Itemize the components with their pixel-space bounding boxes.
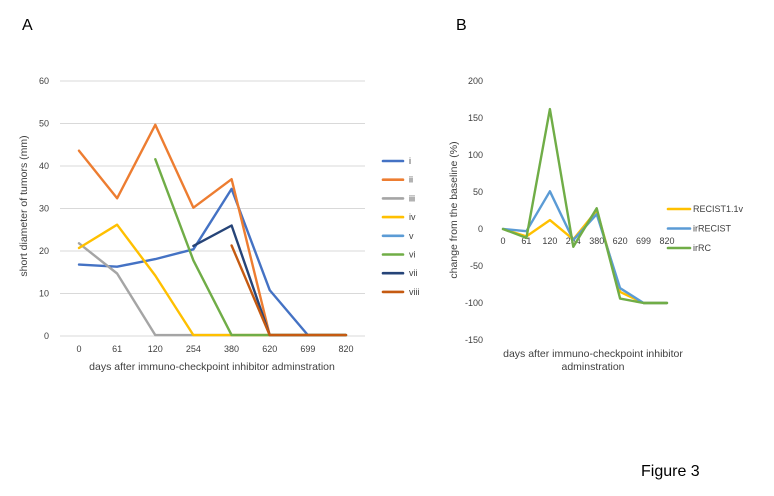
- chart-b-x-tick-label: 0: [500, 236, 505, 246]
- chart-b-y-axis-title: change from the baseline (%): [448, 141, 460, 278]
- chart-a-series-line-i: [77, 187, 348, 337]
- chart-b-y-tick-label: -100: [465, 298, 483, 308]
- chart-b-legend-label: irRECIST: [693, 224, 732, 234]
- chart-b-legend: RECIST1.1v irRECIST irRC: [666, 204, 744, 253]
- chart-a-series: [77, 123, 348, 337]
- chart-b-y-tick-label: 200: [468, 76, 483, 86]
- chart-b-x-axis-title-line2: adminstration: [561, 361, 624, 373]
- chart-a-y-ticks: 0 10 20 30 40 50 60: [39, 76, 49, 341]
- chart-a-legend-label: iv: [409, 212, 416, 222]
- chart-a-series-line-iii: [77, 242, 348, 337]
- chart-b-x-tick-label: 120: [542, 236, 557, 246]
- chart-b-x-tick-label: 380: [589, 236, 604, 246]
- chart-a-y-tick-label: 40: [39, 161, 49, 171]
- chart-a-legend-label: vi: [409, 250, 416, 260]
- chart-a-x-tick-label: 699: [300, 344, 315, 354]
- chart-a-x-tick-label: 0: [76, 344, 81, 354]
- chart-a-x-tick-label: 61: [112, 344, 122, 354]
- chart-b-x-tick-label: 699: [636, 236, 651, 246]
- chart-a-x-ticks: 0 61 120 254 380 620 699 820: [76, 344, 353, 354]
- chart-a-legend-label: vii: [409, 268, 418, 278]
- panel-b-label: B: [456, 17, 467, 34]
- chart-a-x-tick-label: 620: [262, 344, 277, 354]
- chart-b-series-line-irRC: [501, 107, 669, 305]
- chart-a-series-line-iv: [77, 223, 348, 337]
- panel-a-label: A: [22, 17, 33, 34]
- chart-b-y-tick-label: -150: [465, 335, 483, 345]
- chart-a-x-tick-label: 380: [224, 344, 239, 354]
- chart-a-x-tick-label: 820: [338, 344, 353, 354]
- chart-b-y-tick-label: -50: [470, 261, 483, 271]
- chart-a-legend-label: v: [409, 231, 414, 241]
- chart-a-y-axis-title: short diameter of tumors (mm): [18, 135, 30, 276]
- chart-a-legend-label: iii: [409, 193, 415, 203]
- chart-b-y-tick-label: 0: [478, 224, 483, 234]
- chart-b-x-tick-label: 820: [659, 236, 674, 246]
- chart-a-y-tick-label: 0: [44, 331, 49, 341]
- chart-b-series-line-irRECIST: [501, 190, 669, 305]
- chart-b-y-ticks: -150 -100 -50 0 50 100 150 200: [465, 76, 483, 345]
- chart-b-y-tick-label: 150: [468, 113, 483, 123]
- chart-b-legend-label: irRC: [693, 243, 711, 253]
- chart-a-series-line-ii: [77, 123, 348, 337]
- chart-a-y-tick-label: 10: [39, 289, 49, 299]
- chart-b-legend-label: RECIST1.1v: [693, 204, 744, 214]
- chart-a-legend-label: i: [409, 156, 411, 166]
- chart-a-y-tick-label: 20: [39, 246, 49, 256]
- chart-a-y-tick-label: 50: [39, 119, 49, 129]
- chart-a-x-tick-label: 120: [148, 344, 163, 354]
- chart-a-gridlines: [60, 80, 365, 337]
- chart-b-x-tick-label: 61: [521, 236, 531, 246]
- chart-b-series: [501, 107, 669, 305]
- chart-a-series-line-viii: [230, 244, 348, 337]
- chart-a-x-axis-title: days after immuno-checkpoint inhibitor a…: [89, 361, 335, 373]
- chart-b-x-axis-title-line1: days after immuno-checkpoint inhibitor: [503, 348, 683, 360]
- chart-a-y-tick-label: 30: [39, 204, 49, 214]
- chart-a-x-tick-label: 254: [186, 344, 201, 354]
- chart-a-legend-label: viii: [409, 287, 420, 297]
- chart-a-series-line-vii: [192, 224, 348, 337]
- chart-a-legend-label: ii: [409, 175, 413, 185]
- figure-caption: Figure 3: [641, 463, 700, 480]
- chart-a-y-tick-label: 60: [39, 76, 49, 86]
- chart-b-x-tick-label: 620: [613, 236, 628, 246]
- chart-b-series-line-RECIST1.1v: [501, 209, 669, 305]
- chart-b-y-tick-label: 50: [473, 187, 483, 197]
- chart-b-y-tick-label: 100: [468, 150, 483, 160]
